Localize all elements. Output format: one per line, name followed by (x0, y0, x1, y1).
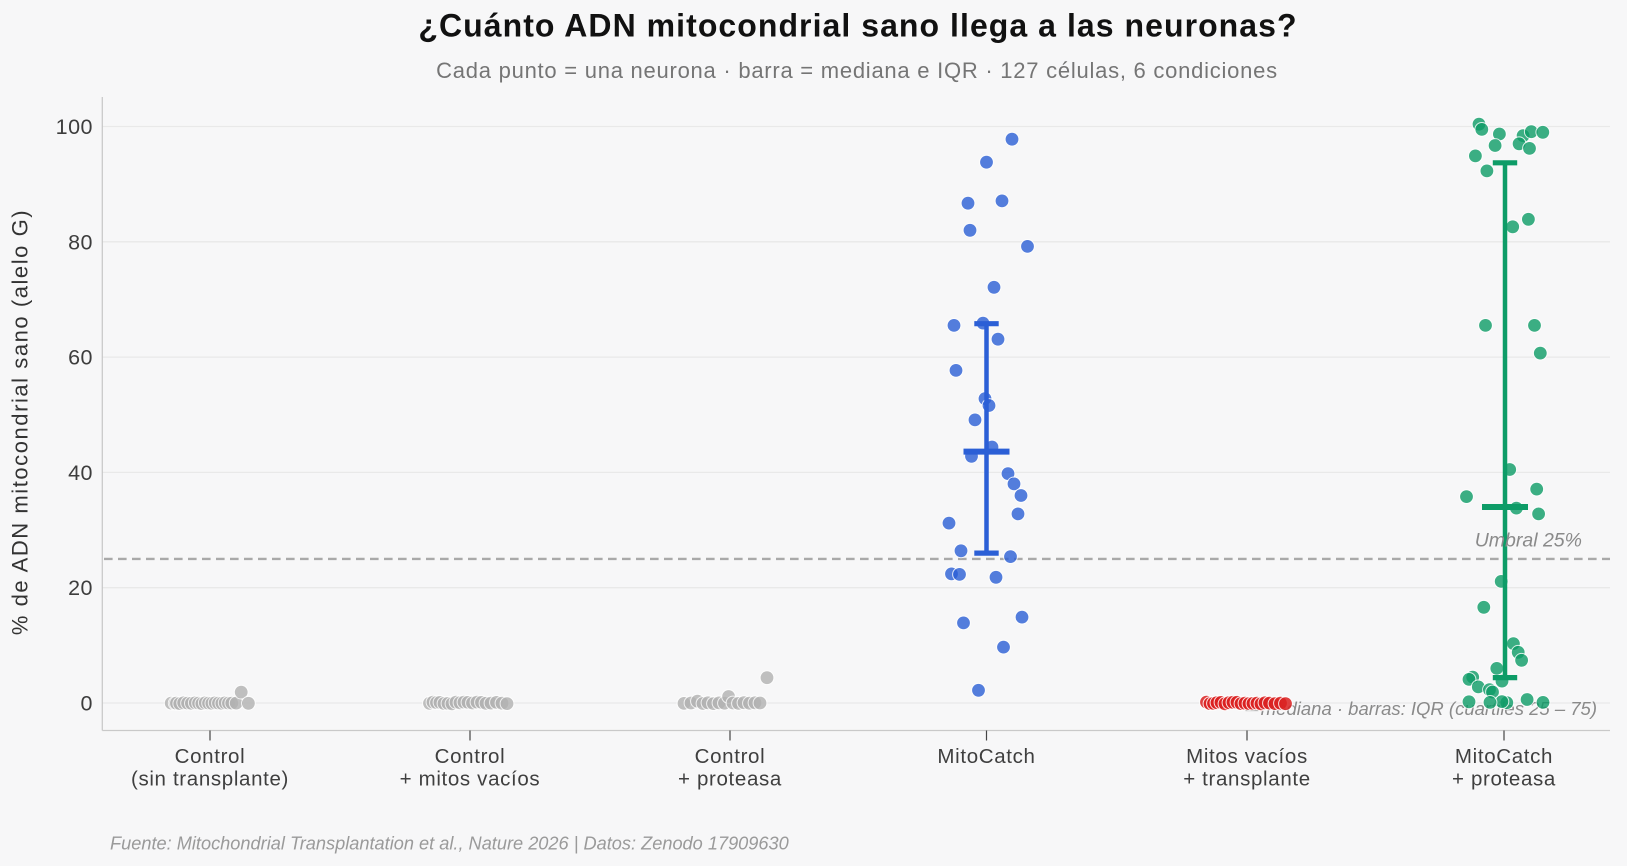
svg-text:Fuente: Mitochondrial Transpla: Fuente: Mitochondrial Transplantation et… (110, 834, 789, 854)
svg-text:MitoCatch: MitoCatch (1455, 745, 1553, 768)
svg-text:Umbral 25%: Umbral 25% (1475, 530, 1582, 552)
svg-text:40: 40 (68, 461, 93, 485)
svg-text:Control: Control (175, 745, 246, 768)
svg-text:100: 100 (56, 115, 93, 139)
svg-text:Control: Control (695, 745, 766, 768)
svg-text:+ transplante: + transplante (1183, 768, 1311, 791)
svg-text:Mitos vacíos: Mitos vacíos (1186, 745, 1308, 768)
svg-text:MitoCatch: MitoCatch (937, 745, 1035, 768)
svg-text:+ proteasa: + proteasa (678, 768, 782, 791)
svg-text:20: 20 (68, 576, 93, 600)
svg-text:60: 60 (68, 346, 93, 370)
svg-text:Control: Control (435, 745, 506, 768)
svg-text:(sin transplante): (sin transplante) (131, 768, 289, 791)
svg-text:80: 80 (68, 230, 93, 254)
svg-text:0: 0 (81, 692, 93, 716)
svg-text:% de ADN mitocondrial sano (al: % de ADN mitocondrial sano (alelo G) (8, 209, 33, 635)
svg-text:Cada punto = una neurona · bar: Cada punto = una neurona · barra = media… (436, 58, 1278, 83)
svg-text:¿Cuánto ADN mitocondrial sano: ¿Cuánto ADN mitocondrial sano llega a la… (418, 8, 1297, 44)
svg-text:+ mitos vacíos: + mitos vacíos (400, 768, 541, 791)
svg-text:+ proteasa: + proteasa (1452, 768, 1556, 791)
